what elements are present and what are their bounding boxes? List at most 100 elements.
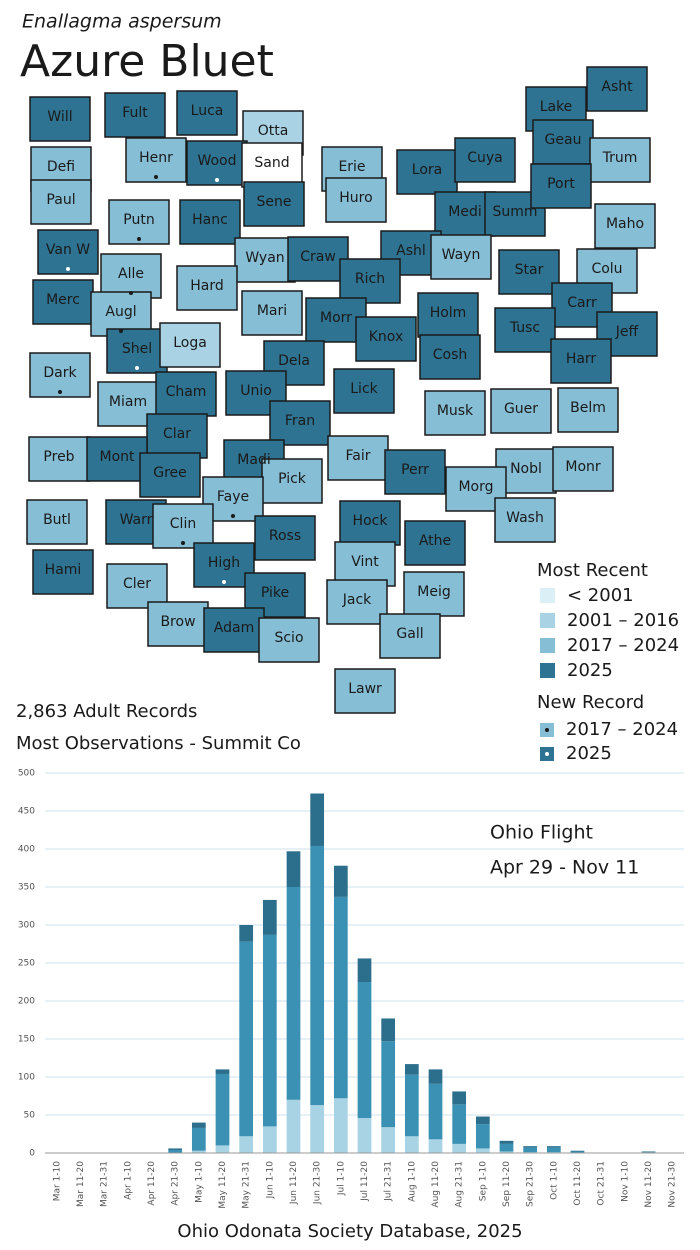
county-label: Jack	[342, 592, 372, 608]
county-label: Maho	[606, 216, 644, 232]
new-record-dot	[137, 237, 141, 241]
bar-segment	[168, 1148, 183, 1150]
county-label: Augl	[105, 304, 136, 320]
county	[530, 163, 592, 209]
x-tick-label: Sep 21-30	[526, 1161, 536, 1207]
county-label: Gree	[153, 465, 187, 481]
county	[254, 515, 316, 561]
county	[551, 282, 613, 328]
county	[32, 279, 94, 325]
county-label: Lawr	[348, 681, 382, 697]
county	[326, 579, 388, 625]
bar-segment	[404, 1064, 419, 1075]
county-label: Summ	[492, 204, 537, 220]
county	[261, 458, 323, 504]
county-label: Mari	[257, 303, 287, 319]
bar-segment	[428, 1069, 443, 1084]
new-record-dot	[222, 580, 226, 584]
bar-segment	[428, 1083, 443, 1140]
legend-dot	[545, 728, 549, 732]
x-tick-label: Aug 11-20	[431, 1161, 441, 1208]
bar-segment	[570, 1150, 585, 1152]
county	[269, 400, 331, 446]
county	[155, 371, 217, 417]
county-label: Colu	[591, 261, 622, 277]
bar-segment	[404, 1136, 419, 1153]
county	[325, 177, 387, 223]
county	[430, 234, 492, 280]
county-label: Belm	[570, 400, 606, 416]
x-tick-label: Jun 11-20	[289, 1161, 299, 1205]
county-label: Sene	[257, 194, 292, 210]
bar-segment	[215, 1073, 230, 1146]
county-label: Holm	[430, 305, 467, 321]
county-label: Dark	[43, 365, 77, 381]
legend: Most Recent < 2001 2001 – 2016 2017 – 2024 2…	[537, 560, 679, 764]
county	[203, 607, 265, 653]
county-label: Ashl	[396, 243, 426, 259]
county	[355, 316, 417, 362]
new-record-dot	[181, 541, 185, 545]
bar-segment	[475, 1124, 490, 1149]
county-label: Guer	[504, 401, 538, 417]
new-record-dot	[215, 178, 219, 182]
county	[424, 390, 486, 436]
county	[29, 352, 91, 398]
bar-segment	[333, 865, 348, 897]
county	[186, 140, 248, 186]
county-label: Athe	[419, 533, 451, 549]
county-label: Lake	[540, 99, 573, 115]
legend-dot	[545, 752, 549, 756]
county	[379, 613, 441, 659]
county-label: Craw	[300, 249, 336, 265]
legend-title: New Record	[537, 692, 644, 713]
county-label: Luca	[191, 103, 224, 119]
county	[594, 203, 656, 249]
y-tick-label: 350	[18, 883, 35, 893]
county	[243, 181, 305, 227]
county-label: Port	[547, 176, 575, 192]
y-tick-label: 250	[18, 959, 35, 969]
county-label: Trum	[602, 150, 638, 166]
x-tick-label: Apr 11-20	[147, 1161, 157, 1206]
county-label: Nobl	[510, 461, 542, 477]
x-tick-label: May 21-31	[242, 1161, 252, 1209]
county	[29, 96, 91, 142]
bar-segment	[215, 1145, 230, 1153]
x-tick-label: Jul 1-10	[336, 1161, 346, 1196]
county-label: Vint	[351, 554, 379, 570]
county-label: Cham	[166, 384, 207, 400]
county	[339, 258, 401, 304]
bar-segment	[239, 925, 254, 942]
county	[106, 563, 168, 609]
county	[589, 137, 651, 183]
x-tick-label: Nov 11-20	[644, 1161, 654, 1208]
county-label: Unio	[240, 383, 272, 399]
x-tick-label: Jun 21-30	[313, 1161, 323, 1205]
county-label: Brow	[160, 614, 195, 630]
x-tick-label: Jun 1-10	[265, 1161, 275, 1200]
county	[26, 499, 88, 545]
legend-title: Most Recent	[537, 560, 648, 581]
county-label: Clin	[170, 516, 196, 532]
county-label: Clar	[163, 426, 191, 442]
county	[179, 199, 241, 245]
county-label: Wyan	[245, 250, 284, 266]
bar-segment	[570, 1151, 585, 1153]
county	[552, 446, 614, 492]
x-tick-label: May 1-10	[194, 1161, 204, 1203]
new-record-dot	[154, 175, 158, 179]
county	[550, 338, 612, 384]
legend-swatch	[540, 638, 555, 653]
legend-label: < 2001	[567, 585, 634, 606]
bar-segment	[333, 896, 348, 1099]
county-label: Harr	[566, 351, 597, 367]
new-record-dot	[119, 329, 123, 333]
county-label: Wood	[197, 153, 236, 169]
legend-label: 2001 – 2016	[567, 610, 679, 631]
annotation: Ohio Flight	[490, 822, 593, 844]
county	[454, 137, 516, 183]
bar-segment	[499, 1151, 514, 1153]
bar-segment	[239, 1136, 254, 1153]
county-label: Morg	[458, 479, 493, 495]
